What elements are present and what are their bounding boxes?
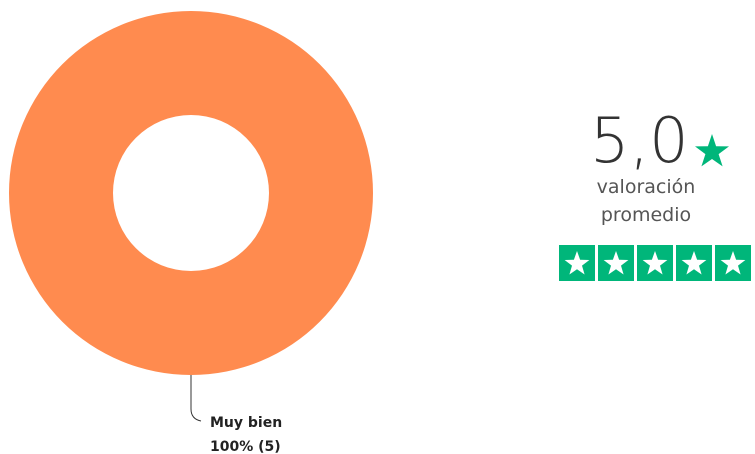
star	[564, 251, 590, 275]
slice-label: Muy bien	[210, 415, 282, 431]
star	[681, 251, 707, 275]
rating-panel: 5,0 valoración promedio	[559, 104, 751, 281]
rating-star-icon	[695, 134, 729, 167]
rating-label: valoración	[597, 176, 696, 198]
donut-slice	[9, 11, 373, 375]
rating-label: promedio	[601, 204, 691, 226]
slice-value-label: 100% (5)	[210, 439, 281, 454]
star	[642, 251, 668, 275]
leader-line	[190, 375, 202, 422]
star-row	[559, 245, 751, 281]
star	[720, 251, 746, 275]
star	[603, 251, 629, 275]
donut: Muy bien 100% (5)	[9, 11, 373, 454]
rating-value: 5,0	[590, 104, 689, 177]
